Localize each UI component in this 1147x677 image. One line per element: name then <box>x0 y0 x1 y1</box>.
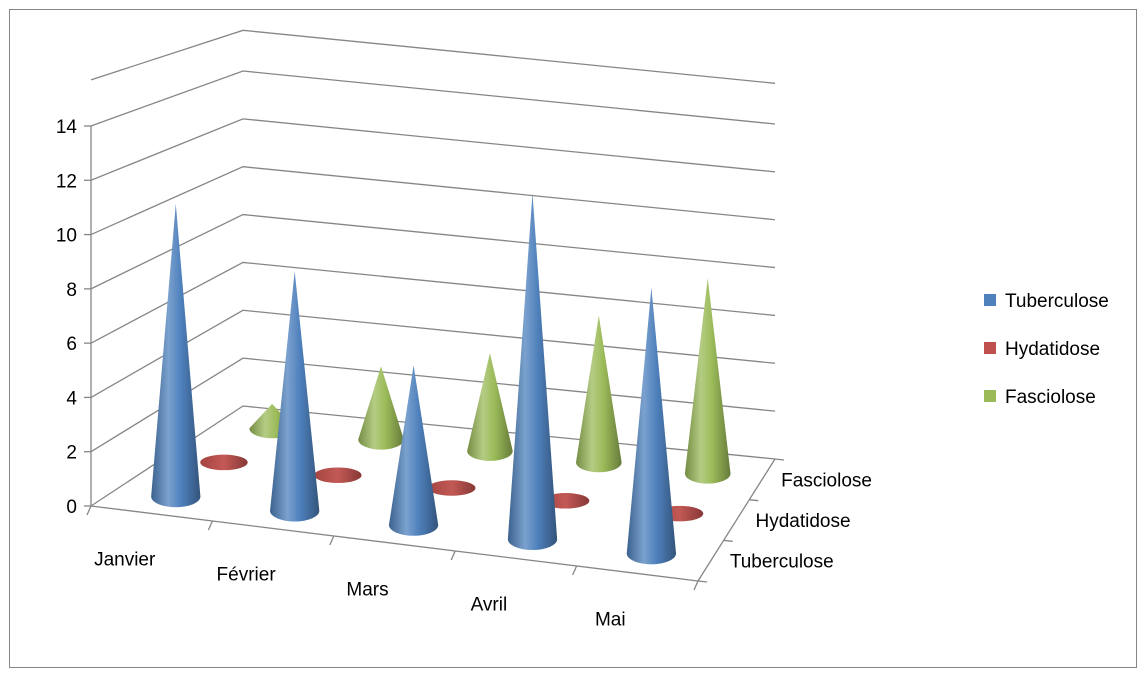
cone-hydatidose-mars <box>428 480 476 496</box>
cone-hydatidose-février <box>314 467 362 483</box>
cone-body <box>358 366 404 450</box>
x-tick-mark <box>572 565 578 576</box>
gridline <box>90 261 776 344</box>
x-tick-mark <box>207 520 213 531</box>
gridline <box>90 70 776 127</box>
depth-axis <box>697 458 776 582</box>
axes <box>84 125 785 591</box>
axis-labels: 0 2 4 6 8 10 12 14 Janvier Février Mars Avril Mai Tub… <box>56 117 872 631</box>
y-tick-label: 0 <box>66 497 77 518</box>
y-tick-label: 4 <box>66 388 77 409</box>
gridline <box>90 213 776 290</box>
chart-area: 0 2 4 6 8 10 12 14 Janvier Février Mars Avril Mai Tub… <box>9 9 1137 668</box>
y-tick-label: 2 <box>66 443 77 464</box>
cone-body <box>270 271 320 522</box>
y-tick-label: 6 <box>66 334 77 355</box>
cone-body <box>684 277 731 484</box>
gridline <box>90 166 776 236</box>
x-tick-label: Avril <box>471 595 508 616</box>
x-tick-label: Mai <box>595 610 626 631</box>
depth-tick-label: Tuberculose <box>730 552 834 573</box>
legend-item-tuberculose: Tuberculose <box>984 291 1109 312</box>
depth-tick-mark <box>697 580 708 583</box>
y-tick-label: 8 <box>66 280 77 301</box>
cone-body <box>507 193 558 551</box>
legend-label: Fasciolose <box>1005 387 1096 408</box>
cone-fasciolose-mai <box>684 277 731 484</box>
depth-tick-mark <box>749 499 759 502</box>
x-tick-label: Mars <box>346 580 388 601</box>
cone-tuberculose-avril <box>507 193 558 551</box>
y-tick-label: 14 <box>56 117 78 138</box>
cone-tuberculose-mars <box>388 365 439 536</box>
cone-tuberculose-janvier <box>151 203 201 508</box>
y-tick-label: 10 <box>56 226 77 247</box>
x-tick-mark <box>86 505 92 516</box>
wall-top-edge <box>90 29 776 84</box>
cone-body <box>467 353 513 461</box>
depth-tick-mark <box>723 539 733 542</box>
legend-item-fasciolose: Fasciolose <box>984 387 1096 408</box>
chart-walls <box>90 29 776 84</box>
legend-swatch <box>984 390 996 402</box>
x-tick-label: Février <box>217 565 277 586</box>
cone-fasciolose-février <box>358 366 404 450</box>
y-tick-label: 12 <box>56 171 77 192</box>
cone-base-disc <box>314 467 362 483</box>
x-tick-mark <box>329 535 335 546</box>
gridline <box>90 118 776 181</box>
cone-base-disc <box>200 454 248 471</box>
category-axis <box>90 505 699 582</box>
cone-body <box>151 203 201 508</box>
cone-base-disc <box>428 480 476 496</box>
data-marks <box>151 193 731 565</box>
chart-svg: 0 2 4 6 8 10 12 14 Janvier Février Mars Avril Mai Tub… <box>56 29 1109 631</box>
x-tick-mark <box>693 580 699 591</box>
cone-tuberculose-février <box>270 271 320 522</box>
cone-body <box>575 315 622 473</box>
cone-tuberculose-mai <box>626 287 677 565</box>
gridlines <box>90 70 776 507</box>
cone-body <box>626 287 677 565</box>
legend: Tuberculose Hydatidose Fasciolose <box>984 291 1109 408</box>
depth-tick-mark <box>774 458 785 461</box>
x-tick-label: Janvier <box>94 550 156 571</box>
cone-body <box>388 365 439 536</box>
x-tick-mark <box>450 550 456 561</box>
legend-swatch <box>984 294 996 306</box>
legend-label: Tuberculose <box>1005 291 1109 312</box>
depth-tick-label: Hydatidose <box>756 511 851 532</box>
depth-tick-label: Fasciolose <box>781 470 872 491</box>
gridline <box>90 309 776 398</box>
cone-fasciolose-avril <box>575 315 622 473</box>
cone-hydatidose-janvier <box>200 454 248 471</box>
legend-item-hydatidose: Hydatidose <box>984 339 1100 360</box>
legend-label: Hydatidose <box>1005 339 1100 360</box>
cone-fasciolose-mars <box>467 353 513 461</box>
legend-swatch <box>984 342 996 354</box>
